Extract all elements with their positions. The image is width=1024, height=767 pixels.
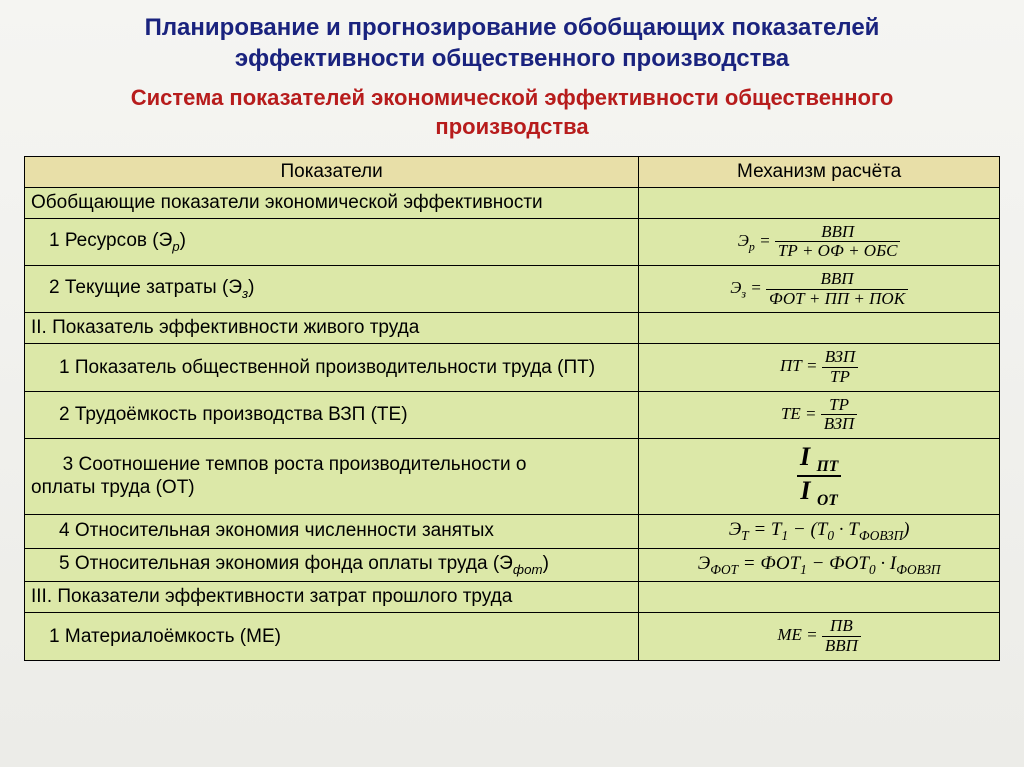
table-row-label: 4 Относительная экономия численности зан…	[25, 514, 639, 548]
table-row-formula: ЭФОТ = ФОТ1 − ФОТ0 · IФОВЗП	[639, 548, 1000, 582]
table-row-label: 1 Материалоёмкость (МЕ)	[25, 613, 639, 660]
table-row-formula: I ПТI ОТ	[639, 439, 1000, 515]
table-row-formula	[639, 187, 1000, 218]
table-row-formula: Эз = ВВПФОТ + ПП + ПОК	[639, 265, 1000, 312]
title-line-2: эффективности общественного производства	[235, 45, 789, 72]
page-title: Планирование и прогнозирование обобщающи…	[24, 12, 1000, 74]
table-row-label: 1 Показатель общественной производительн…	[25, 344, 639, 391]
table-row-label: II. Показатель эффективности живого труд…	[25, 313, 639, 344]
page-subtitle: Система показателей экономической эффект…	[24, 84, 1000, 141]
table-row-label: 2 Текущие затраты (Эз)	[25, 265, 639, 312]
table-row-label: Обобщающие показатели экономической эффе…	[25, 187, 639, 218]
table-header-indicators: Показатели	[25, 156, 639, 187]
table-row-label: III. Показатели эффективности затрат про…	[25, 582, 639, 613]
table-row-formula: ТЕ = ТРВЗП	[639, 391, 1000, 438]
table-row-label: 5 Относительная экономия фонда оплаты тр…	[25, 548, 639, 582]
table-row-formula: ПТ = ВЗПТР	[639, 344, 1000, 391]
table-row-label: 1 Ресурсов (Эр)	[25, 218, 639, 265]
table-row-formula	[639, 582, 1000, 613]
table-row-label: 3 Соотношение темпов роста производитель…	[25, 439, 639, 515]
title-line-1: Планирование и прогнозирование обобщающи…	[145, 14, 880, 41]
indicators-table: ПоказателиМеханизм расчётаОбобщающие пок…	[24, 156, 1000, 661]
table-row-formula: МЕ = ПВВВП	[639, 613, 1000, 660]
table-row-label: 2 Трудоёмкость производства ВЗП (ТЕ)	[25, 391, 639, 438]
table-row-formula	[639, 313, 1000, 344]
subtitle-line-1: Система показателей экономической эффект…	[131, 85, 894, 110]
subtitle-line-2: производства	[435, 114, 588, 139]
table-row-formula: Эр = ВВПТР + ОФ + ОБС	[639, 218, 1000, 265]
table-row-formula: ЭТ = Т1 − (Т0 · ТФОВЗП)	[639, 514, 1000, 548]
table-header-mechanism: Механизм расчёта	[639, 156, 1000, 187]
